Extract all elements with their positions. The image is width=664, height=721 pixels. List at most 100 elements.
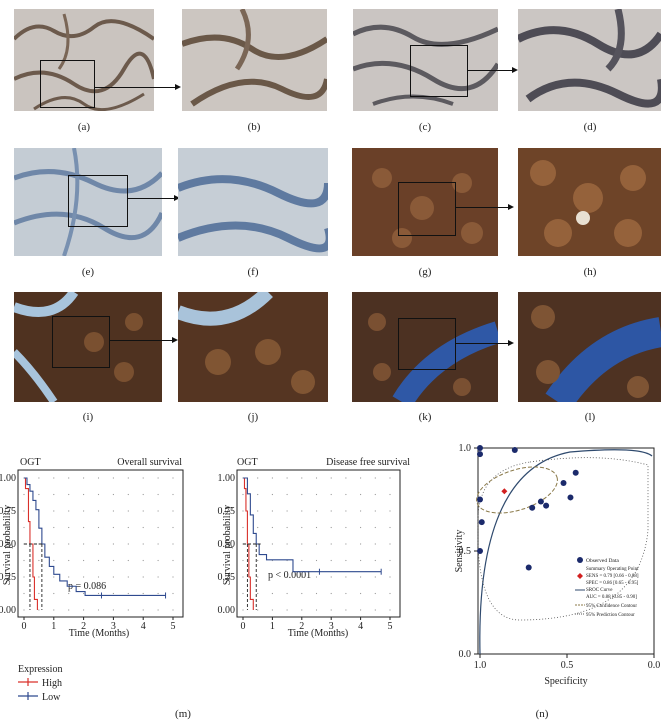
km-grid-dot [97, 592, 100, 595]
km-grid-dot [257, 576, 259, 578]
km-dfs-pvalue: p < 0.0001 [268, 570, 311, 581]
km-grid-dot [172, 526, 174, 529]
km-grid-dot [127, 493, 129, 496]
km-grid-dot [389, 576, 391, 578]
km-grid-dot [172, 510, 174, 512]
km-xtick-label: 3 [329, 621, 334, 632]
sroc-curve [479, 449, 653, 655]
km-grid-dot [271, 592, 273, 595]
km-grid-dot [38, 576, 40, 578]
km-ytick-label: 0.50 [218, 539, 236, 550]
km-grid-dot [330, 510, 332, 512]
sroc-prediction-contour [477, 457, 649, 621]
km-grid-dot [271, 543, 273, 545]
arrow-a-b [95, 84, 181, 90]
km-grid-dot [286, 609, 288, 611]
km-grid-dot [142, 559, 144, 562]
sroc-confidence-contour [476, 466, 558, 514]
sroc-xlabel: Specificity [544, 676, 587, 687]
km-grid-dot [374, 576, 376, 578]
sroc-legend-observed-marker [577, 557, 583, 563]
km-grid-dot [97, 477, 100, 479]
km-grid-dot [301, 526, 303, 529]
km-grid-dot [257, 493, 259, 496]
km-grid-dot [345, 592, 347, 595]
km-grid-dot [172, 592, 174, 595]
km-grid-dot [315, 543, 318, 545]
km-grid-dot [242, 576, 244, 578]
km-overall-gene: OGT [20, 457, 41, 468]
km-grid-dot [360, 526, 362, 529]
micrograph-j-image [178, 292, 328, 402]
sroc-xtick-label: 1.0 [474, 660, 487, 671]
sroc-observed-point [477, 451, 483, 458]
km-grid-dot [83, 543, 85, 545]
sroc-observed-point [529, 504, 536, 511]
km-grid-dot [242, 493, 244, 496]
km-grid-dot [271, 493, 273, 496]
km-dfs-ylabel: Survival probability [222, 505, 233, 585]
km-grid-dot [330, 609, 332, 611]
km-grid-dot [389, 559, 391, 562]
sroc-plot: 1.0 0.5 0.0 0.0 0.5 1.0 Specificity Sensitivi… [454, 443, 660, 687]
label-n: (n) [535, 708, 549, 720]
arrow-c-d [468, 67, 518, 73]
km-grid-dot [83, 592, 85, 595]
sroc-ytick-label: 1.0 [459, 443, 472, 454]
km-grid-dot [271, 576, 273, 578]
km-grid-dot [53, 559, 55, 562]
sroc-xtick-label: 0.5 [561, 660, 574, 671]
arrow-e-f [128, 195, 180, 201]
label-m: (m) [175, 708, 191, 720]
km-xtick-label: 4 [141, 621, 146, 632]
km-grid-dot [271, 609, 273, 611]
km-legend-high: High [42, 678, 62, 689]
km-grid-dot [345, 576, 347, 578]
micrograph-a [14, 9, 154, 111]
km-grid-dot [257, 510, 259, 512]
km-grid-dot [330, 592, 332, 595]
km-ytick-label: 0.75 [218, 506, 236, 517]
km-grid-dot [157, 526, 159, 529]
km-grid-dot [330, 576, 332, 578]
micrograph-e-image [14, 148, 162, 256]
sroc-legend-observed: Observed Data [586, 558, 619, 564]
km-dfs-grid [242, 477, 391, 611]
sroc-observed-points [477, 445, 579, 571]
km-grid-dot [374, 477, 376, 479]
km-grid-dot [53, 477, 55, 479]
label-c: (c) [418, 121, 432, 133]
km-grid-dot [83, 526, 85, 529]
km-grid-dot [112, 576, 114, 578]
km-grid-dot [97, 609, 100, 611]
micrograph-d-image [518, 9, 661, 111]
km-line-low [243, 477, 382, 573]
zoom-box-a [40, 60, 95, 108]
km-grid-dot [242, 592, 244, 595]
km-grid-dot [286, 510, 288, 512]
arrow-i-j [110, 337, 178, 343]
sroc-legend-pred: 95% Prediction Contour [586, 613, 635, 618]
label-d: (d) [583, 121, 597, 133]
km-grid-dot [360, 510, 362, 512]
km-grid-dot [53, 493, 55, 496]
label-h: (h) [583, 266, 597, 278]
km-grid-dot [360, 576, 362, 578]
km-grid-dot [83, 559, 85, 562]
km-grid-dot [389, 592, 391, 595]
micrograph-l [518, 292, 661, 402]
micrograph-h-image [518, 148, 661, 256]
km-grid-dot [360, 493, 362, 496]
km-grid-dot [127, 592, 129, 595]
km-grid-dot [345, 609, 347, 611]
km-grid-dot [345, 559, 347, 562]
km-grid-dot [360, 543, 362, 545]
km-grid-dot [127, 559, 129, 562]
km-grid-dot [68, 526, 70, 529]
km-grid-dot [315, 609, 318, 611]
km-grid-dot [142, 493, 144, 496]
km-grid-dot [53, 510, 55, 512]
sroc-legend-conf: 95% Confidence Contour [586, 604, 637, 609]
sroc-observed-point [511, 447, 518, 454]
km-xtick-label: 4 [358, 621, 363, 632]
